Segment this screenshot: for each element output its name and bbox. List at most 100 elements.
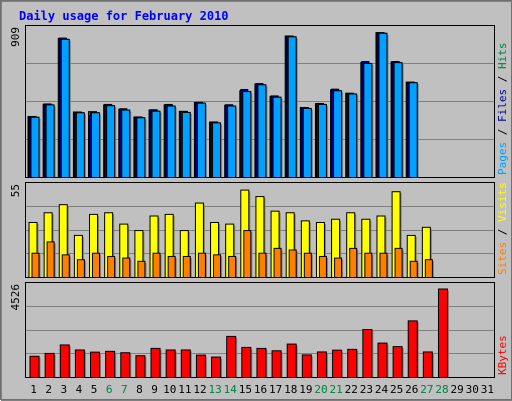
- bar-kbytes: [75, 350, 84, 378]
- bar-sites: [93, 253, 100, 277]
- bar-sites: [335, 258, 342, 277]
- bar-sites: [380, 253, 387, 277]
- day-label: 15: [239, 383, 252, 396]
- bar-kbytes: [348, 349, 357, 377]
- bar-files-front: [394, 63, 402, 178]
- day-label: 29: [451, 383, 464, 396]
- bar-files-front: [303, 108, 311, 177]
- bar-sites: [259, 253, 266, 277]
- day-label: 14: [224, 383, 238, 396]
- day-label: 11: [178, 383, 191, 396]
- bar-files-front: [197, 103, 205, 177]
- bar-files-front: [243, 92, 251, 178]
- bar-sites: [183, 256, 190, 277]
- day-label: 18: [284, 383, 297, 396]
- bar-files-front: [61, 39, 69, 177]
- bar-sites: [62, 255, 69, 278]
- bar-kbytes: [196, 355, 205, 377]
- side-label-bot: KBytes: [496, 335, 509, 375]
- ytick-label-mid: 55: [9, 184, 22, 197]
- bar-sites: [304, 253, 311, 277]
- bar-files-front: [258, 85, 266, 178]
- bar-sites: [229, 256, 236, 277]
- bar-kbytes: [45, 353, 54, 377]
- bar-files-front: [152, 111, 160, 177]
- side-label-pages: Pages: [496, 142, 509, 175]
- bar-kbytes: [212, 357, 221, 377]
- day-label: 13: [208, 383, 221, 396]
- day-label: 17: [269, 383, 282, 396]
- bar-kbytes: [181, 350, 190, 378]
- bar-sites: [77, 260, 84, 278]
- bar-kbytes: [287, 344, 296, 377]
- bar-files-front: [379, 33, 387, 177]
- bar-kbytes: [106, 351, 115, 377]
- day-label: 19: [299, 383, 312, 396]
- day-label: 20: [314, 383, 327, 396]
- bar-kbytes: [423, 352, 432, 378]
- bar-sites: [274, 248, 281, 277]
- bar-sites: [425, 260, 432, 278]
- bar-sites: [319, 256, 326, 277]
- bar-files-front: [364, 63, 372, 177]
- bar-files-front: [288, 37, 296, 178]
- bar-files-front: [273, 97, 281, 177]
- bar-sites: [32, 253, 39, 277]
- bar-sites: [244, 231, 251, 278]
- day-label: 10: [163, 383, 176, 396]
- bar-kbytes: [91, 352, 100, 377]
- bar-kbytes: [393, 347, 402, 378]
- day-label: 26: [405, 383, 418, 396]
- bar-kbytes: [227, 336, 236, 377]
- bar-files-front: [122, 110, 130, 177]
- side-label-kbytes: KBytes: [496, 335, 509, 375]
- bar-kbytes: [60, 345, 69, 378]
- bar-kbytes: [151, 348, 160, 377]
- bar-kbytes: [363, 330, 372, 378]
- bar-sites: [214, 255, 221, 278]
- bar-kbytes: [136, 356, 145, 378]
- side-label-mid: Sites / Visits: [496, 182, 509, 275]
- bar-sites: [350, 248, 357, 277]
- bar-files-front: [137, 118, 145, 178]
- day-label: 8: [136, 383, 143, 396]
- side-label-separator: /: [496, 122, 509, 142]
- bar-files-front: [92, 113, 100, 178]
- day-label: 6: [106, 383, 113, 396]
- bar-kbytes: [272, 351, 281, 378]
- bar-kbytes: [317, 352, 326, 378]
- day-label: 9: [151, 383, 158, 396]
- bar-kbytes: [242, 347, 251, 377]
- bar-files-front: [167, 106, 175, 177]
- bar-files-front: [31, 117, 39, 177]
- bar-sites: [123, 258, 130, 277]
- bar-files-front: [349, 94, 357, 178]
- day-label: 28: [435, 383, 448, 396]
- bar-kbytes: [257, 348, 266, 377]
- day-label: 30: [466, 383, 479, 396]
- day-label: 24: [375, 383, 389, 396]
- bar-sites: [289, 250, 296, 278]
- bar-files-front: [334, 91, 342, 178]
- side-label-files: Files: [496, 89, 509, 122]
- bar-files-front: [46, 105, 54, 178]
- bar-files-front: [182, 112, 190, 177]
- bar-kbytes: [121, 353, 130, 378]
- bar-kbytes: [302, 355, 311, 378]
- side-label-visits: Visits: [496, 182, 509, 222]
- bar-sites: [168, 256, 175, 277]
- bar-kbytes: [378, 343, 387, 377]
- day-label: 31: [481, 383, 494, 396]
- ytick-label-bot: 4526: [9, 284, 22, 311]
- day-label: 25: [390, 383, 403, 396]
- day-label: 4: [76, 383, 83, 396]
- day-label: 21: [330, 383, 343, 396]
- side-label-separator: /: [496, 222, 509, 242]
- bar-sites: [47, 242, 54, 278]
- side-label-top: Pages / Files / Hits: [496, 43, 509, 176]
- bar-sites: [395, 248, 402, 277]
- day-label: 16: [254, 383, 267, 396]
- bar-kbytes: [333, 350, 342, 377]
